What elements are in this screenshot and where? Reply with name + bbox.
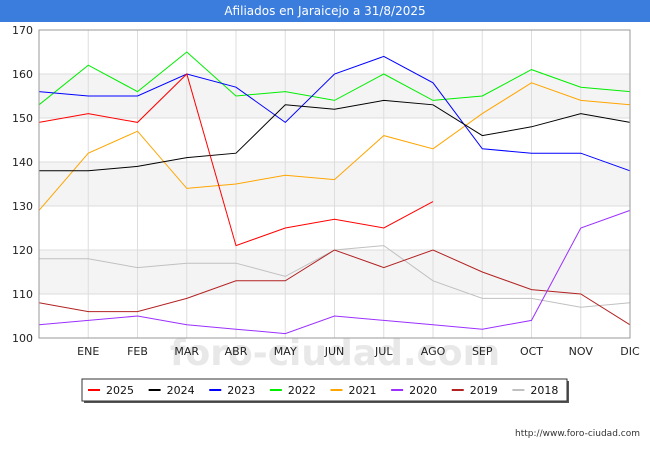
series-line-2022 [38, 51, 631, 106]
legend-label-2020: 2020 [409, 384, 437, 397]
legend-box [81, 378, 568, 402]
y-tick-label: 120 [12, 244, 33, 257]
series-line-2020 [38, 209, 631, 335]
series-line-2021 [38, 82, 631, 211]
legend-label-2022: 2022 [288, 384, 316, 397]
legend-label-2019: 2019 [470, 384, 498, 397]
y-tick-label: 150 [12, 112, 33, 125]
title-bar [0, 0, 650, 22]
x-tick-label: MAY [274, 345, 297, 358]
x-tick-label: ENE [77, 345, 99, 358]
x-tick-label: MAR [174, 345, 199, 358]
x-tick-label: ABR [225, 345, 248, 358]
series-line-2025 [38, 73, 434, 247]
x-tick-label: OCT [520, 345, 543, 358]
x-tick-label: NOV [569, 345, 594, 358]
y-tick-label: 130 [12, 200, 33, 213]
chart-title: Afiliados en Jaraicejo a 31/8/2025 [224, 4, 426, 18]
x-tick-label: SEP [472, 345, 493, 358]
series-line-2023 [38, 55, 631, 172]
series-line-2024 [39, 99, 631, 172]
y-tick-label: 100 [12, 332, 33, 345]
legend-label-2025: 2025 [106, 384, 134, 397]
y-tick-label: 110 [12, 288, 33, 301]
x-tick-label: DIC [620, 345, 640, 358]
legend-label-2023: 2023 [227, 384, 255, 397]
footer-url: http://www.foro-ciudad.com [515, 429, 640, 439]
y-tick-label: 160 [12, 68, 33, 81]
y-tick-label: 170 [12, 24, 33, 37]
legend-label-2024: 2024 [167, 384, 195, 397]
plot-border [38, 29, 631, 339]
legend-label-2018: 2018 [530, 384, 558, 397]
series-line-2019 [38, 249, 631, 326]
x-tick-label: JUL [374, 345, 393, 358]
x-tick-label: FEB [127, 345, 148, 358]
legend-label-2021: 2021 [349, 384, 377, 397]
watermark: foro-ciudad.com [170, 333, 500, 374]
x-tick-label: JUN [324, 345, 345, 358]
x-tick-label: AGO [421, 345, 446, 358]
y-tick-label: 140 [12, 156, 33, 169]
